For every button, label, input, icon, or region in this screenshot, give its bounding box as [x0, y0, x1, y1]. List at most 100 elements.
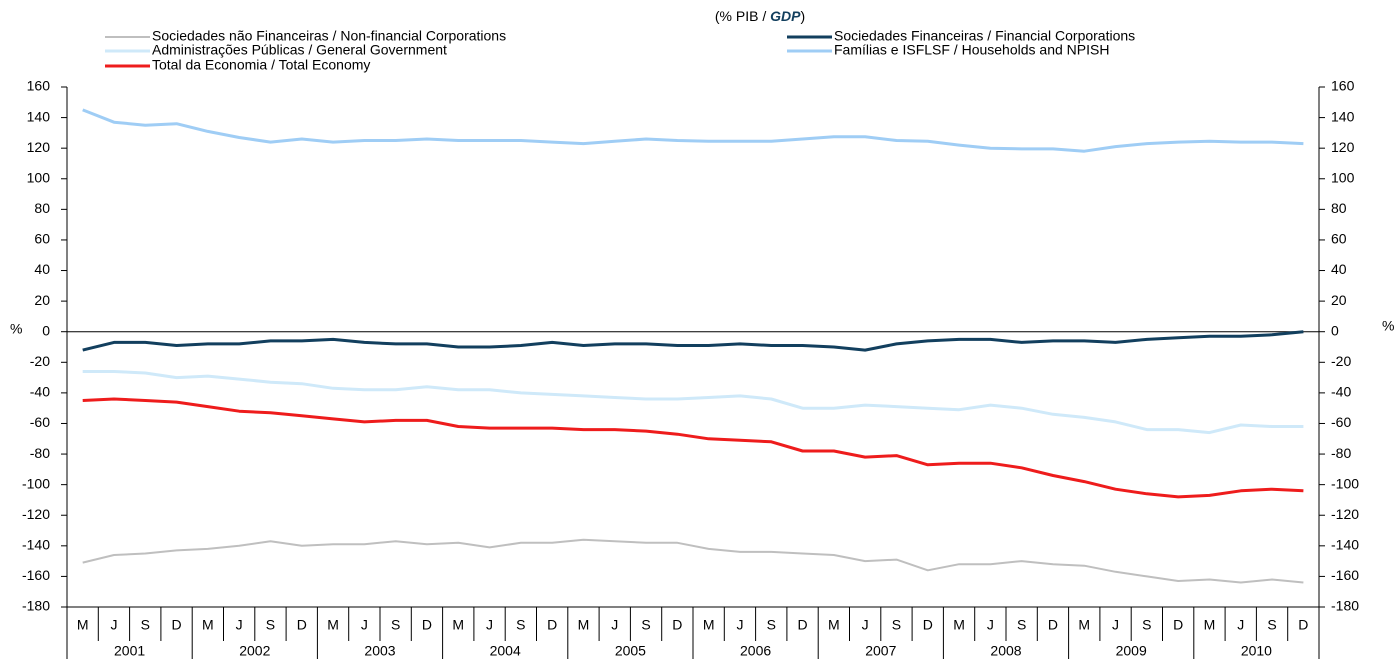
x-group-label: 2009	[1116, 643, 1147, 659]
legend-label: Sociedades não Financeiras / Non-financi…	[152, 28, 506, 44]
y2-tick-label: -80	[1331, 445, 1351, 461]
x-tick-label: D	[1173, 617, 1183, 633]
y-axis-label: %	[10, 321, 22, 337]
x-tick-label: S	[266, 617, 275, 633]
legend-label: Famílias e ISFLSF / Households and NPISH	[834, 42, 1109, 58]
x-tick-label: D	[1298, 617, 1308, 633]
x-tick-label: D	[1048, 617, 1058, 633]
y-tick-label: -120	[22, 506, 50, 522]
x-tick-label: J	[236, 617, 243, 633]
y2-tick-label: 0	[1331, 322, 1339, 338]
y-tick-label: 80	[34, 200, 50, 216]
x-tick-label: S	[767, 617, 776, 633]
y2-tick-label: 60	[1331, 231, 1347, 247]
y2-tick-label: 100	[1331, 169, 1355, 185]
x-tick-label: M	[1204, 617, 1216, 633]
subtitle-part: (% PIB /	[715, 8, 770, 24]
legend-label: Administrações Públicas / General Govern…	[152, 42, 447, 58]
y2-tick-label: -180	[1331, 598, 1359, 614]
series-line	[82, 108, 1304, 153]
y2-tick-label: -160	[1331, 567, 1359, 583]
x-tick-label: D	[672, 617, 682, 633]
x-tick-label: J	[1237, 617, 1244, 633]
x-tick-label: M	[953, 617, 965, 633]
y-tick-label: -160	[22, 567, 50, 583]
x-tick-label: M	[1078, 617, 1090, 633]
y2-tick-label: 160	[1331, 78, 1355, 94]
x-tick-label: M	[828, 617, 840, 633]
x-tick-label: M	[77, 617, 89, 633]
y-tick-label: -80	[30, 445, 50, 461]
y2-axis-label: %	[1382, 318, 1394, 334]
legend-label: Sociedades Financeiras / Financial Corpo…	[834, 28, 1135, 44]
x-tick-label: D	[297, 617, 307, 633]
y2-tick-label: -20	[1331, 353, 1351, 369]
y-tick-label: -40	[30, 384, 50, 400]
x-tick-label: J	[862, 617, 869, 633]
x-group-label: 2007	[865, 643, 896, 659]
y-tick-label: 160	[27, 78, 51, 94]
x-tick-label: J	[361, 617, 368, 633]
x-tick-label: J	[486, 617, 493, 633]
y2-tick-label: -40	[1331, 384, 1351, 400]
y-tick-label: -140	[22, 537, 50, 553]
chart-subtitle: (% PIB / GDP)	[715, 8, 805, 24]
x-tick-label: M	[578, 617, 590, 633]
y-tick-label: 20	[34, 292, 50, 308]
x-tick-label: M	[327, 617, 339, 633]
x-tick-label: S	[516, 617, 525, 633]
x-tick-label: S	[1267, 617, 1276, 633]
y2-tick-label: -120	[1331, 506, 1359, 522]
subtitle-part: GDP	[770, 8, 801, 24]
x-tick-label: J	[1112, 617, 1119, 633]
x-group-label: 2006	[740, 643, 771, 659]
y-tick-label: 140	[27, 108, 51, 124]
y-tick-label: 40	[34, 261, 50, 277]
x-tick-label: J	[110, 617, 117, 633]
series-line	[82, 330, 1304, 352]
x-tick-label: S	[1017, 617, 1026, 633]
subtitle-part: )	[800, 8, 805, 24]
x-tick-label: D	[923, 617, 933, 633]
x-group-label: 2003	[364, 643, 395, 659]
x-group-label: 2008	[990, 643, 1021, 659]
y2-tick-label: 120	[1331, 139, 1355, 155]
x-tick-label: J	[611, 617, 618, 633]
y2-tick-label: -100	[1331, 475, 1359, 491]
x-tick-label: D	[171, 617, 181, 633]
x-tick-label: S	[641, 617, 650, 633]
x-group-label: 2001	[114, 643, 145, 659]
x-tick-label: D	[797, 617, 807, 633]
x-tick-label: S	[391, 617, 400, 633]
x-tick-label: M	[452, 617, 464, 633]
series-line	[82, 538, 1304, 584]
series-line	[82, 397, 1304, 499]
y2-tick-label: 80	[1331, 200, 1347, 216]
x-tick-label: S	[1142, 617, 1151, 633]
y2-tick-label: 40	[1331, 261, 1347, 277]
legend-label: Total da Economia / Total Economy	[152, 57, 370, 73]
x-tick-label: D	[422, 617, 432, 633]
x-group-label: 2004	[490, 643, 521, 659]
x-tick-label: J	[736, 617, 743, 633]
x-tick-label: J	[987, 617, 994, 633]
y-tick-label: -180	[22, 598, 50, 614]
y2-tick-label: 140	[1331, 108, 1355, 124]
x-tick-label: D	[547, 617, 557, 633]
y2-tick-label: -140	[1331, 537, 1359, 553]
y-tick-label: -20	[30, 353, 50, 369]
y-tick-label: 120	[27, 139, 51, 155]
y-tick-label: 0	[42, 322, 50, 338]
x-group-label: 2005	[615, 643, 646, 659]
y-tick-label: 60	[34, 231, 50, 247]
y-tick-label: 100	[27, 169, 51, 185]
x-tick-label: S	[141, 617, 150, 633]
y2-tick-label: -60	[1331, 414, 1351, 430]
x-tick-label: M	[703, 617, 715, 633]
x-tick-label: S	[892, 617, 901, 633]
series-line	[82, 370, 1304, 435]
y2-tick-label: 20	[1331, 292, 1347, 308]
y-tick-label: -100	[22, 475, 50, 491]
y-tick-label: -60	[30, 414, 50, 430]
